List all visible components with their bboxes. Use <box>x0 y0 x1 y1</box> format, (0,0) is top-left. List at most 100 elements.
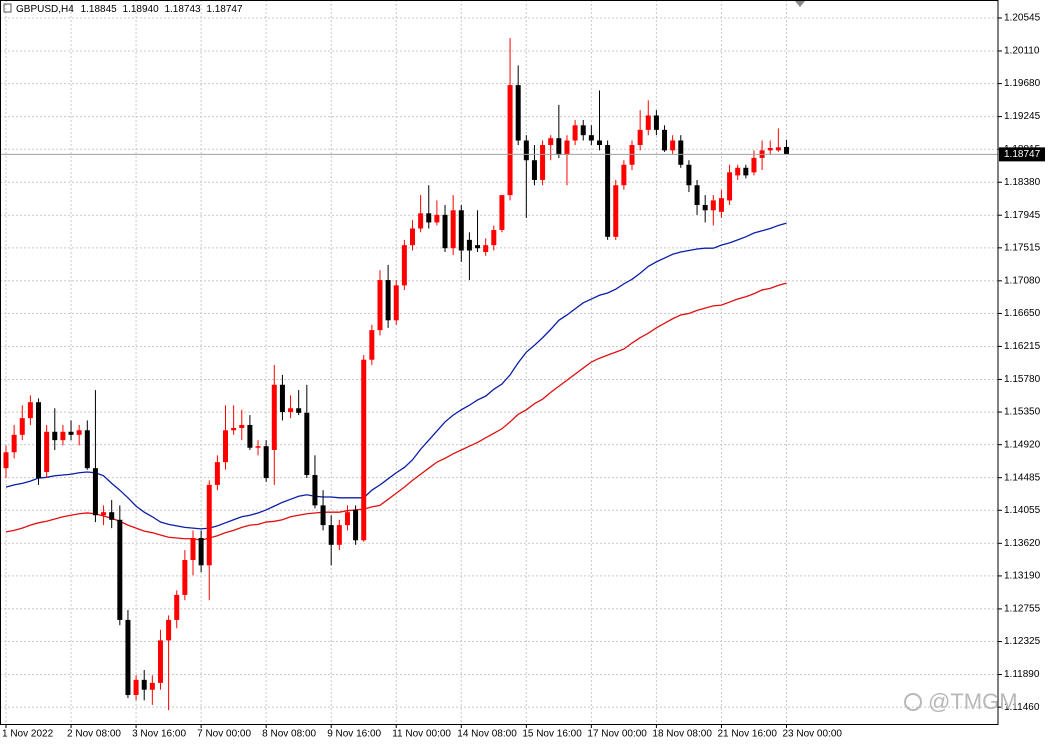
candle-body <box>475 245 481 249</box>
candle-body <box>231 427 237 431</box>
candle-body <box>109 512 115 520</box>
x-tick-label: 7 Nov 00:00 <box>197 729 251 740</box>
candle-body <box>743 167 749 176</box>
x-tick-label: 9 Nov 16:00 <box>327 729 381 740</box>
candle-body <box>466 239 472 251</box>
candle-body <box>662 129 668 151</box>
y-tick-label: 1.18380 <box>1004 177 1041 188</box>
y-tick-label: 1.17080 <box>1004 275 1041 286</box>
candle-body <box>125 619 131 696</box>
candle-body <box>621 164 627 186</box>
ma-layer <box>5 222 787 541</box>
candle-body <box>434 214 440 223</box>
candle-body <box>52 431 58 441</box>
candle-body <box>637 129 643 146</box>
candle-body <box>44 431 50 472</box>
header-open: 1.18845 <box>81 4 118 15</box>
y-tick-label: 1.14920 <box>1004 439 1041 450</box>
candle-body <box>214 462 220 485</box>
candle-body <box>320 505 326 526</box>
candle-body <box>279 384 285 413</box>
candle-body <box>735 167 741 176</box>
candle-body <box>499 195 505 231</box>
candle-body <box>418 213 424 229</box>
candle-body <box>523 140 529 161</box>
candle-body <box>694 185 700 205</box>
candle-body <box>450 210 456 249</box>
candle-body <box>353 509 359 541</box>
candle-body <box>19 418 25 435</box>
candle-body <box>377 280 383 331</box>
header-high: 1.18940 <box>123 4 160 15</box>
candle-body <box>564 140 570 155</box>
candle-body <box>3 452 9 469</box>
x-tick-label: 1 Nov 2022 <box>2 729 54 740</box>
candle-body <box>540 145 546 180</box>
candle-body <box>783 146 789 155</box>
x-tick-label: 2 Nov 08:00 <box>67 729 121 740</box>
candle-body <box>775 147 781 151</box>
header-low: 1.18743 <box>164 4 201 15</box>
x-tick-label: 21 Nov 16:00 <box>717 729 777 740</box>
candle-body <box>101 512 107 516</box>
candle-body <box>588 135 594 141</box>
candle-body <box>141 679 147 690</box>
candle-body <box>645 115 651 130</box>
plot-frame <box>0 0 999 725</box>
candle-body <box>198 537 204 566</box>
candle-body <box>223 430 229 463</box>
candle-body <box>344 512 350 526</box>
candle-body <box>190 537 196 560</box>
candle-body <box>76 430 82 435</box>
candle-body <box>702 204 708 211</box>
candle-body <box>60 431 66 441</box>
axis-layer: 1.205451.201101.196801.192451.188151.183… <box>0 13 1045 740</box>
y-tick-label: 1.12755 <box>1004 604 1041 615</box>
candle-body <box>580 125 586 136</box>
candle-body <box>596 140 602 146</box>
candle-body <box>117 519 123 620</box>
candle-body <box>548 138 554 146</box>
candle-body <box>653 115 659 130</box>
candle-layer <box>3 38 789 711</box>
y-tick-label: 1.14485 <box>1004 472 1041 483</box>
candle-body <box>426 213 432 223</box>
y-tick-label: 1.20110 <box>1004 46 1040 57</box>
y-tick-label: 1.11890 <box>1004 669 1040 680</box>
candle-body <box>296 408 302 413</box>
x-tick-label: 17 Nov 00:00 <box>587 729 647 740</box>
candle-body <box>556 138 562 155</box>
moving-average-line <box>5 222 787 530</box>
candle-body <box>336 525 342 545</box>
candle-body <box>629 145 635 165</box>
candle-body <box>361 359 367 541</box>
candle-body <box>92 468 98 516</box>
y-tick-label: 1.12325 <box>1004 636 1041 647</box>
chart-title: GBPUSD,H4 <box>16 4 74 15</box>
candle-body <box>133 679 139 696</box>
y-tick-label: 1.15780 <box>1004 374 1041 385</box>
candle-body <box>149 682 155 690</box>
chart-shift-marker <box>795 1 805 7</box>
candle-body <box>68 431 74 435</box>
y-tick-label: 1.16215 <box>1004 341 1041 352</box>
candle-body <box>710 200 716 211</box>
candle-body <box>458 210 464 251</box>
candle-body <box>767 148 773 151</box>
candle-body <box>572 125 578 141</box>
candle-body <box>507 85 513 196</box>
x-tick-label: 14 Nov 08:00 <box>457 729 517 740</box>
symbol-icon <box>3 3 12 13</box>
candle-body <box>670 140 676 151</box>
y-tick-label: 1.19680 <box>1004 78 1041 89</box>
x-tick-label: 23 Nov 00:00 <box>782 729 842 740</box>
y-tick-label: 1.13620 <box>1004 538 1041 549</box>
candle-body <box>206 484 212 566</box>
candle-body <box>686 164 692 186</box>
x-tick-label: 15 Nov 16:00 <box>522 729 582 740</box>
candle-body <box>255 446 261 448</box>
candle-body <box>182 559 188 595</box>
candle-body <box>410 228 415 246</box>
